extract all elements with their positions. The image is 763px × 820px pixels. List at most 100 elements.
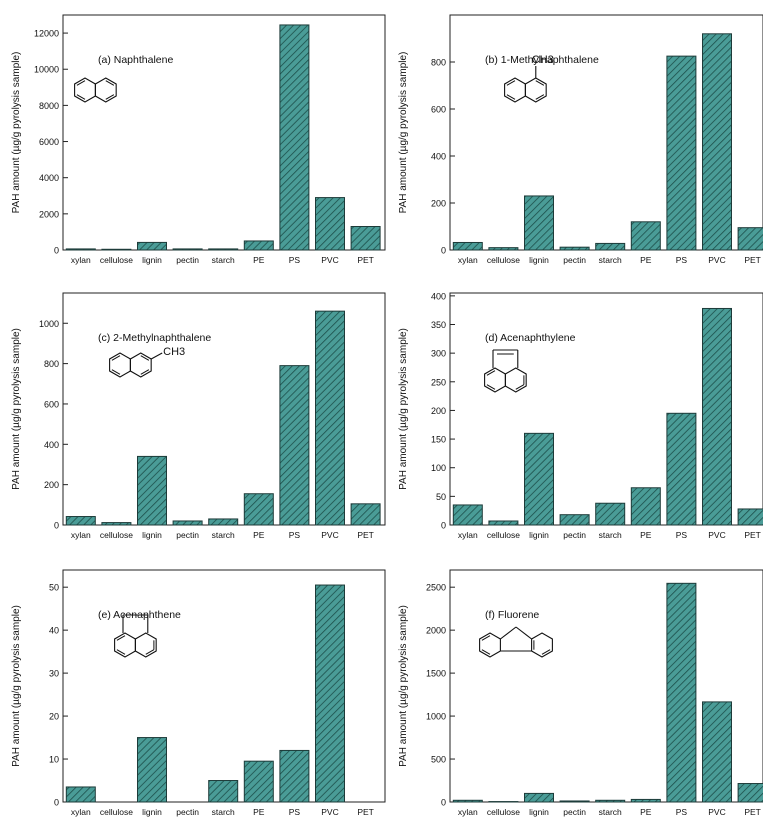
x-tick-label: pectin — [563, 530, 586, 540]
bar-ps — [666, 55, 697, 251]
x-tick-label: lignin — [142, 807, 162, 817]
bar-cellulose — [488, 520, 519, 526]
y-tick-label: 1000 — [39, 319, 59, 329]
y-tick-label: 150 — [431, 435, 446, 445]
y-tick-label: 0 — [54, 521, 59, 531]
x-tick-label: PVC — [321, 255, 338, 265]
x-tick-label: starch — [212, 255, 235, 265]
y-tick-label: 30 — [49, 669, 59, 679]
x-tick-label: PET — [744, 530, 761, 540]
bar-ps — [666, 582, 697, 803]
y-tick-label: 500 — [431, 755, 446, 765]
x-tick-label: xylan — [71, 530, 91, 540]
bar-ps — [279, 749, 310, 803]
y-tick-label: 0 — [441, 246, 446, 256]
x-tick-label: xylan — [458, 530, 478, 540]
x-tick-label: PVC — [321, 807, 338, 817]
y-tick-label: 2500 — [426, 583, 446, 593]
y-tick-label: 200 — [44, 480, 59, 490]
x-tick-label: cellulose — [100, 255, 133, 265]
y-tick-label: 200 — [431, 406, 446, 416]
bar-xylan — [65, 786, 96, 803]
x-tick-label: PET — [744, 807, 761, 817]
y-tick-label: 400 — [44, 440, 59, 450]
y-tick-label: 0 — [54, 246, 59, 256]
chart-panel: 0 500 1000 1500 2000 2500 xylan cellulose lignin… — [398, 569, 763, 817]
bar-xylan — [65, 516, 96, 526]
bar-pet — [350, 503, 381, 526]
y-tick-label: 10 — [49, 755, 59, 765]
bar-pe — [630, 487, 661, 526]
y-tick-label: 250 — [431, 377, 446, 387]
y-tick-label: 20 — [49, 712, 59, 722]
panel-title: (f) Fluorene — [485, 609, 539, 621]
x-tick-label: PS — [676, 807, 688, 817]
y-tick-label: 100 — [431, 463, 446, 473]
x-tick-label: PS — [676, 530, 688, 540]
y-tick-label: 350 — [431, 320, 446, 330]
bar-pe — [243, 240, 274, 251]
bar-xylan — [452, 241, 483, 251]
x-tick-label: starch — [212, 807, 235, 817]
x-tick-label: PE — [640, 807, 652, 817]
1-methylnaphthalene-structure-icon: CH3 — [504, 54, 554, 103]
y-tick-label: 300 — [431, 349, 446, 359]
y-tick-label: 400 — [431, 291, 446, 301]
x-tick-label: PE — [253, 255, 265, 265]
x-tick-label: lignin — [142, 255, 162, 265]
x-tick-label: starch — [599, 807, 622, 817]
bar-pe — [630, 798, 661, 803]
x-tick-label: PVC — [708, 255, 725, 265]
bar-lignin — [137, 737, 167, 803]
x-tick-label: PE — [640, 255, 652, 265]
x-tick-label: pectin — [563, 807, 586, 817]
x-tick-label: lignin — [529, 807, 549, 817]
bar-lignin — [137, 455, 167, 526]
y-axis-label: PAH amount (µg/g pyrolysis sample) — [398, 328, 409, 490]
bar-pectin — [559, 800, 590, 803]
x-tick-label: xylan — [71, 255, 91, 265]
bar-pet — [737, 783, 763, 803]
x-tick-label: cellulose — [487, 255, 520, 265]
bar-pe — [243, 493, 274, 526]
bar-pectin — [559, 514, 590, 526]
bar-starch — [595, 799, 626, 803]
bar-pet — [737, 227, 763, 251]
chart-panel: 0 200 400 600 800 1000 xylan cellulose lignin pec… — [11, 292, 386, 540]
y-axis-label: PAH amount (µg/g pyrolysis sample) — [11, 605, 22, 767]
x-tick-label: pectin — [176, 255, 199, 265]
y-tick-label: 50 — [436, 492, 446, 502]
chart-panel: 0 10 20 30 40 50 xylan cellulose lignin pectin sta… — [11, 569, 386, 817]
y-tick-label: 600 — [431, 105, 446, 115]
x-tick-label: PVC — [321, 530, 338, 540]
bar-pvc — [315, 310, 345, 526]
bar-ps — [666, 412, 697, 526]
x-tick-label: PVC — [708, 530, 725, 540]
y-tick-label: 0 — [441, 521, 446, 531]
bar-lignin — [524, 432, 554, 526]
y-axis-label: PAH amount (µg/g pyrolysis sample) — [398, 52, 409, 214]
y-tick-label: 800 — [44, 359, 59, 369]
panel-title: (d) Acenaphthylene — [485, 332, 576, 344]
y-axis-label: PAH amount (µg/g pyrolysis sample) — [398, 605, 409, 767]
x-tick-label: lignin — [529, 255, 549, 265]
x-tick-label: xylan — [71, 807, 91, 817]
x-tick-label: xylan — [458, 807, 478, 817]
x-tick-label: pectin — [176, 530, 199, 540]
x-tick-label: PET — [357, 807, 374, 817]
panel-title: (c) 2-Methylnaphthalene — [98, 332, 211, 344]
x-tick-label: starch — [599, 255, 622, 265]
x-tick-label: PS — [676, 255, 688, 265]
bar-xylan — [452, 799, 483, 803]
y-tick-label: 600 — [44, 399, 59, 409]
x-tick-label: starch — [599, 530, 622, 540]
bar-starch — [208, 518, 239, 526]
bar-pectin — [172, 248, 203, 251]
bar-starch — [595, 502, 626, 526]
methyl-label: CH3 — [532, 54, 554, 66]
bar-lignin — [137, 241, 167, 251]
bar-pe — [630, 221, 661, 251]
panel-title: (a) Naphthalene — [98, 54, 173, 66]
bar-xylan — [65, 248, 96, 251]
